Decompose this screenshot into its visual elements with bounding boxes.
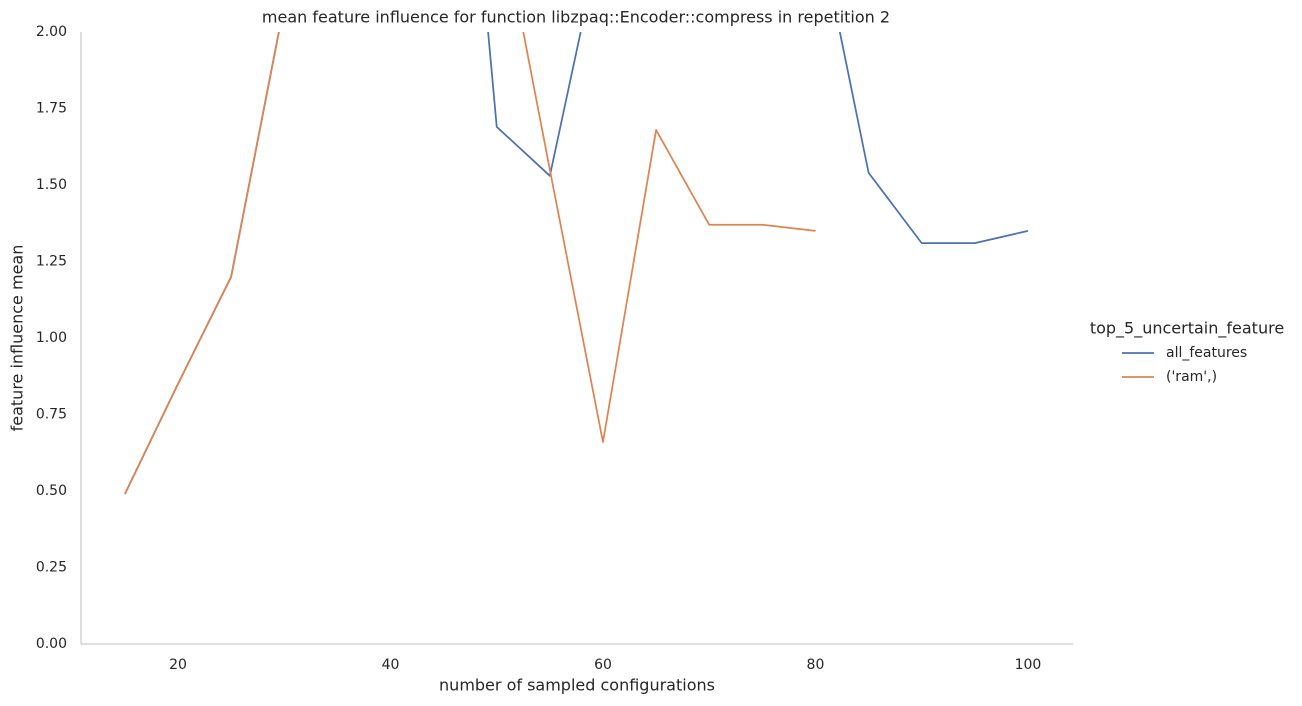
legend-title: top_5_uncertain_feature <box>1090 319 1284 339</box>
y-tick-label: 0.00 <box>36 636 67 652</box>
y-tick-label: 1.50 <box>36 177 67 193</box>
x-axis-label: number of sampled configurations <box>439 676 715 695</box>
y-tick-label: 0.25 <box>36 560 67 576</box>
x-tick-label: 20 <box>169 657 187 673</box>
y-tick-label: 1.25 <box>36 254 67 270</box>
y-tick-label: 0.50 <box>36 483 67 499</box>
legend-label: all_features <box>1166 345 1247 361</box>
x-tick-label: 80 <box>807 657 825 673</box>
y-tick-label: 2.00 <box>36 24 67 40</box>
series-line <box>124 32 1029 495</box>
y-axis-label: feature influence mean <box>8 245 27 432</box>
plot-area <box>124 32 1029 495</box>
series-line <box>124 32 816 495</box>
chart-title: mean feature influence for function libz… <box>262 8 890 27</box>
x-tick-label: 60 <box>594 657 612 673</box>
y-tick-label: 1.75 <box>36 101 67 117</box>
legend-label: ('ram',) <box>1166 369 1217 385</box>
y-tick-label: 0.75 <box>36 407 67 423</box>
y-tick-label: 1.00 <box>36 330 67 346</box>
x-tick-label: 40 <box>382 657 400 673</box>
x-tick-label: 100 <box>1015 657 1042 673</box>
